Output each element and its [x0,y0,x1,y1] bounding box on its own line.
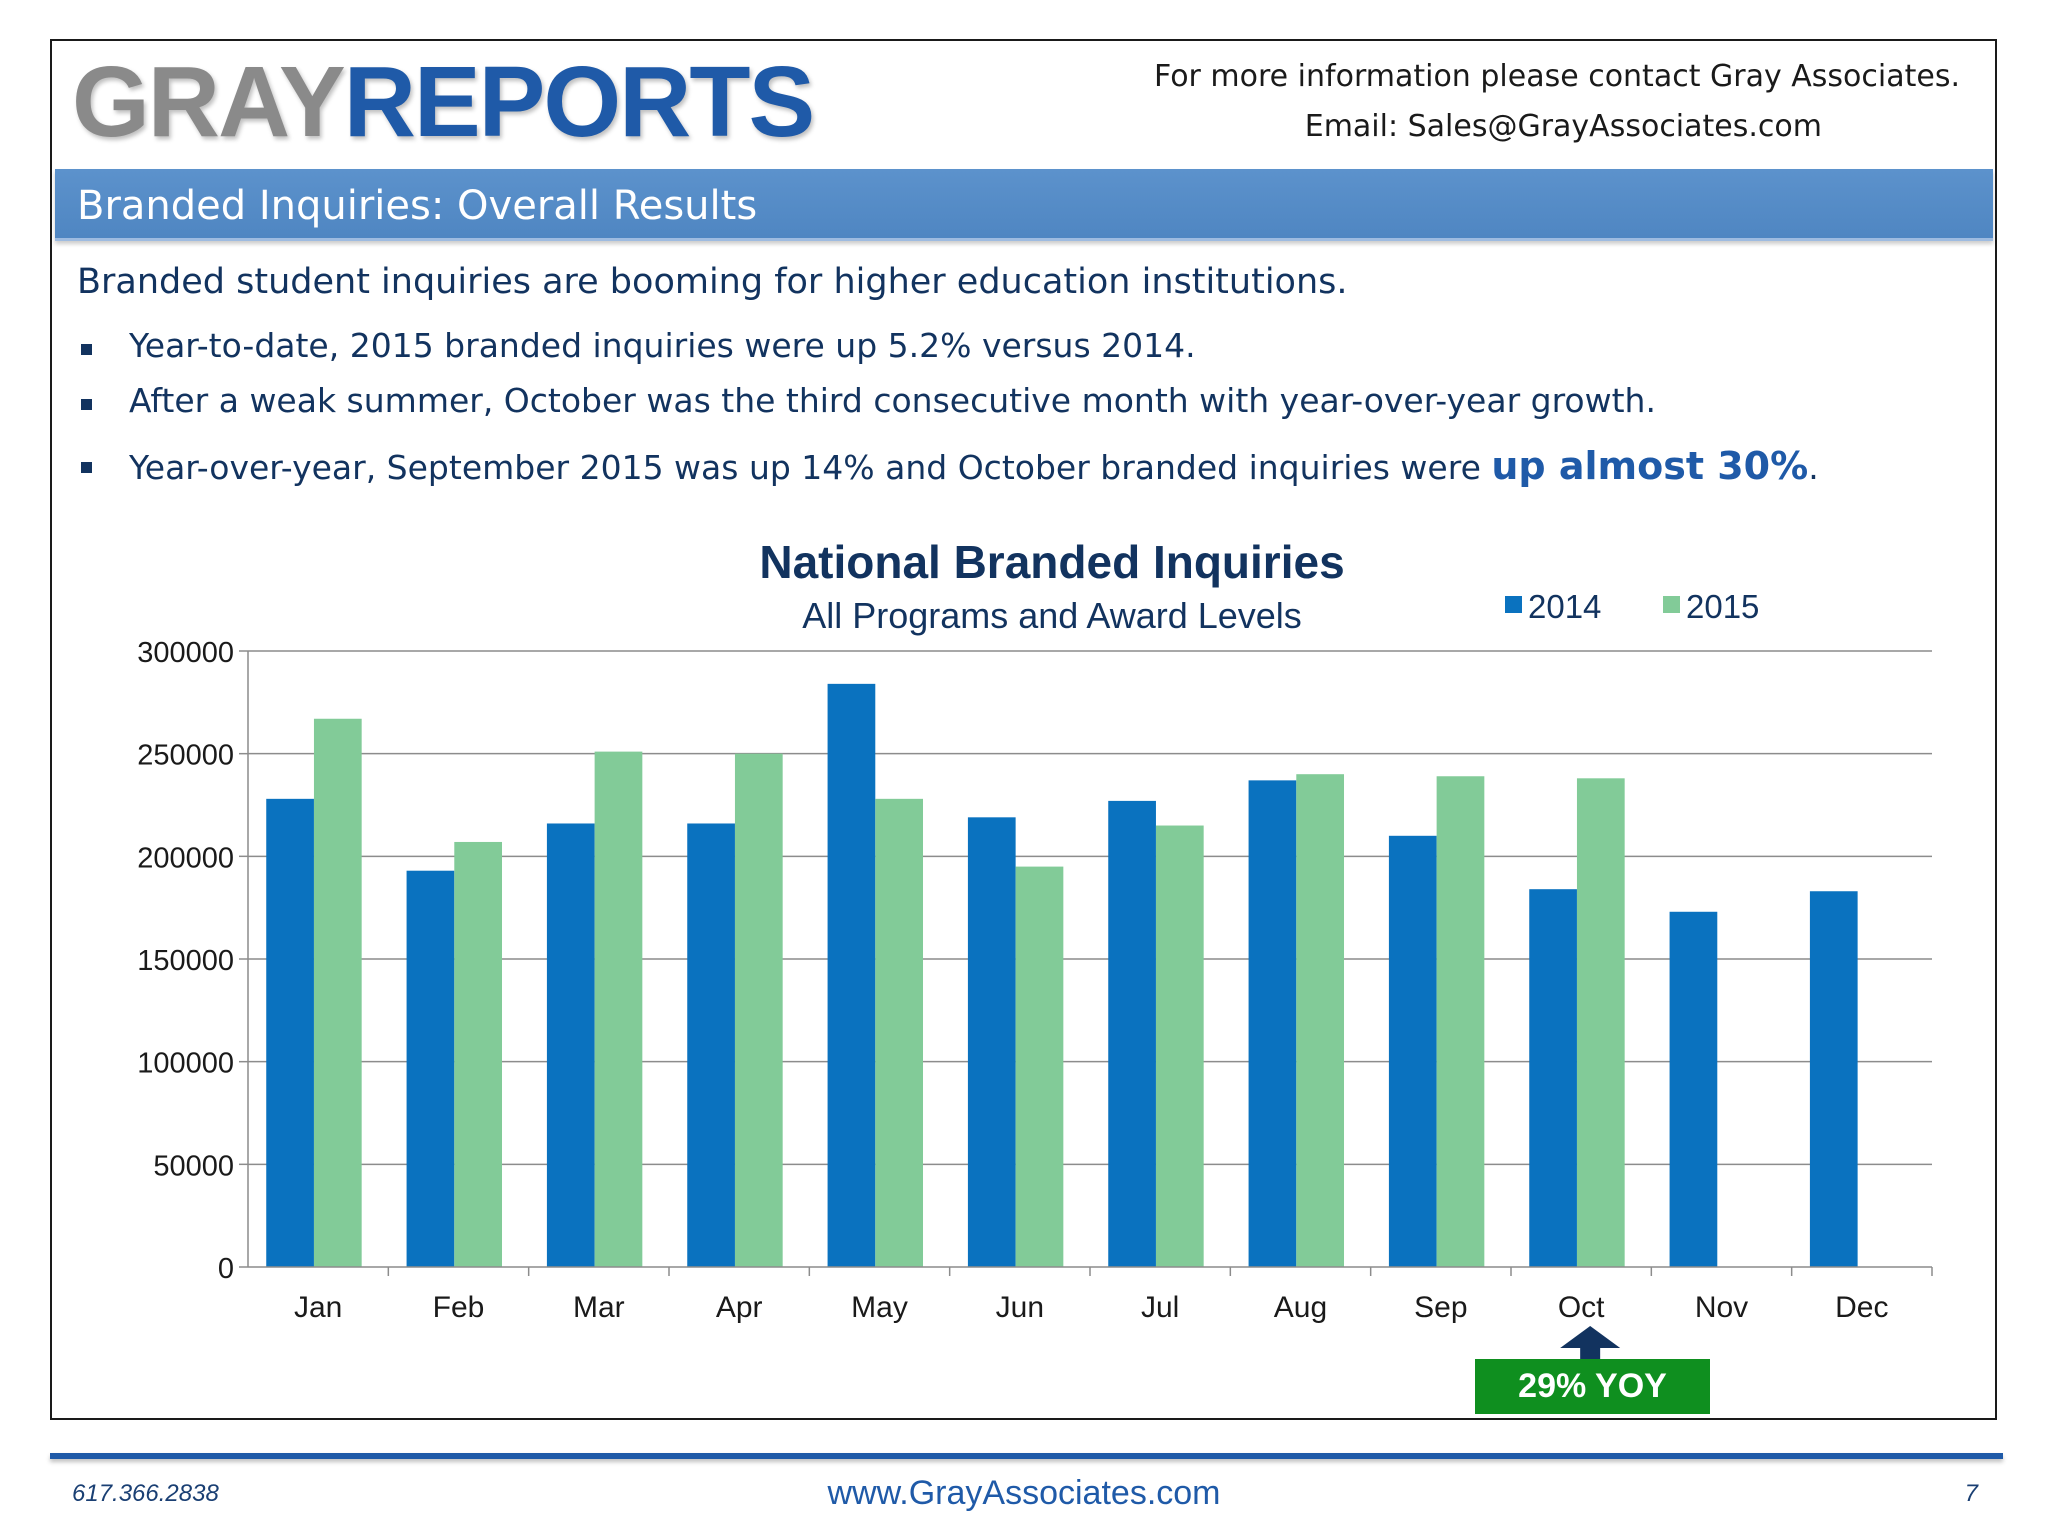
x-tick-label: Dec [1835,1291,1888,1324]
logo-gray-text: GRAY [72,46,346,158]
intro-text: Branded student inquiries are booming fo… [77,262,1348,302]
x-tick-label: Nov [1695,1291,1748,1324]
bullet-text: Year-to-date, 2015 branded inquiries wer… [129,326,1196,365]
yoy-callout: 29% YOY [1475,1359,1710,1414]
legend-swatch-2015 [1663,596,1680,613]
bar-2014-sep [1388,835,1437,1267]
x-tick-label: Apr [716,1291,763,1324]
bar-2015-jan [313,718,362,1267]
bullet-item: Year-to-date, 2015 branded inquiries wer… [77,326,1819,381]
bar-2015-aug [1296,774,1345,1267]
chart-container: National Branded Inquiries All Programs a… [112,520,1962,1385]
contact-info: For more information please contact Gray… [1154,52,1960,152]
bullet-text: After a weak summer, October was the thi… [129,381,1656,420]
bar-2014-jan [266,798,314,1267]
chart-title: National Branded Inquiries [759,536,1344,588]
bullet-text: Year-over-year, September 2015 was up 14… [129,448,1492,487]
bar-2015-oct [1576,778,1625,1267]
legend-label-2015: 2015 [1686,588,1759,625]
bar-chart: National Branded Inquiries All Programs a… [137,536,1933,1359]
y-tick-label: 250000 [137,740,234,772]
x-tick-label: Jan [294,1291,342,1324]
page-number: 7 [1964,1480,1978,1507]
logo-reports-text: REPORTS [343,46,815,158]
x-tick-label: Mar [573,1291,625,1324]
bar-2014-dec [1809,891,1858,1267]
bullet-marker [81,344,92,355]
y-tick-label: 300000 [137,637,234,669]
legend-label-2014: 2014 [1528,588,1601,625]
bar-2015-sep [1436,776,1485,1267]
bar-2015-apr [734,753,783,1267]
y-tick-label: 150000 [137,945,234,977]
footer-divider [50,1453,2003,1459]
y-tick-label: 100000 [137,1048,234,1080]
y-tick-label: 0 [218,1253,234,1285]
bullet-highlight: up almost 30% [1491,444,1809,488]
x-tick-label: Aug [1274,1291,1327,1324]
contact-email: Email: Sales@GrayAssociates.com [1304,109,1822,144]
chart-subtitle: All Programs and Award Levels [802,595,1302,636]
bar-2014-may [827,683,876,1267]
bullet-marker [81,462,92,473]
bullet-marker [81,399,92,410]
bar-2014-jun [967,817,1016,1267]
bar-2015-jun [1015,866,1064,1267]
section-title-bar: Branded Inquiries: Overall Results [55,169,1993,241]
bar-2014-apr [687,823,735,1267]
section-title: Branded Inquiries: Overall Results [77,183,758,229]
x-tick-label: Sep [1414,1291,1467,1324]
x-tick-label: May [851,1291,908,1324]
contact-line: For more information please contact Gray… [1154,59,1960,94]
bar-2014-nov [1669,911,1718,1267]
bar-2014-oct [1529,889,1577,1267]
bullet-list: Year-to-date, 2015 branded inquiries wer… [77,326,1819,488]
x-tick-label: Oct [1558,1291,1605,1324]
bullet-item: After a weak summer, October was the thi… [77,381,1819,444]
y-tick-label: 200000 [137,842,234,874]
x-tick-label: Jun [996,1291,1044,1324]
bar-2014-feb [406,870,455,1267]
bar-2015-feb [454,841,503,1267]
legend-swatch-2014 [1505,596,1522,613]
bullet-item: Year-over-year, September 2015 was up 14… [77,444,1819,488]
footer-phone: 617.366.2838 [72,1480,219,1507]
grayreports-logo: GRAYREPORTS [72,52,815,152]
bar-2014-mar [546,823,595,1267]
y-tick-label: 50000 [153,1150,234,1182]
footer-website: www.GrayAssociates.com [827,1474,1221,1512]
bar-2014-jul [1108,800,1156,1267]
bullet-text-end: . [1808,448,1819,487]
yoy-arrow-icon [1560,1326,1621,1359]
bar-2014-aug [1248,780,1297,1267]
bar-2015-mar [594,751,643,1267]
x-tick-label: Jul [1141,1291,1179,1324]
bar-2015-may [875,798,924,1267]
x-tick-label: Feb [433,1291,485,1324]
bar-2015-jul [1155,825,1204,1267]
